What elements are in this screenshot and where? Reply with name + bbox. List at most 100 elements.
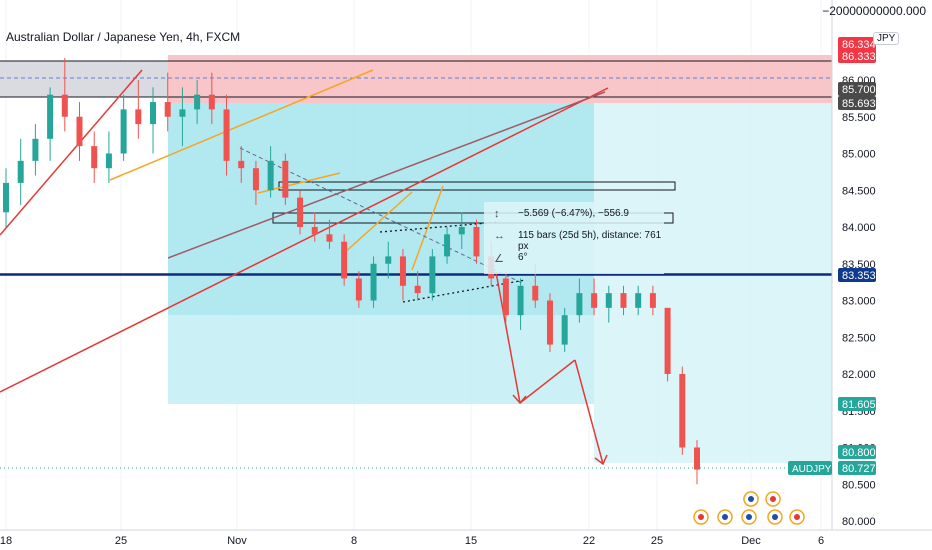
candle-body — [194, 94, 201, 110]
candle-body — [120, 109, 127, 154]
symbol-tag — [788, 461, 832, 475]
symbol-tag-label: AUDJPY — [792, 464, 832, 475]
candle-body — [458, 227, 465, 235]
candle-body — [399, 256, 406, 286]
trend-line-orange-3 — [342, 191, 413, 255]
candle-body — [591, 293, 598, 308]
price-tag — [838, 49, 876, 63]
candle-body — [664, 307, 671, 374]
channel-top — [379, 221, 501, 233]
candle-body — [76, 116, 83, 147]
price-tag-label: 86.334 — [842, 39, 876, 51]
y-tick-label: 83.500 — [842, 259, 876, 271]
price-tag-label: 86.333 — [842, 51, 876, 63]
x-tick-label: 25 — [115, 535, 127, 547]
flag-icon — [746, 514, 752, 520]
candle-body — [385, 256, 392, 264]
candle-body — [252, 168, 259, 191]
candle-body — [694, 447, 700, 470]
candle-body — [561, 315, 568, 345]
candle-body — [282, 160, 289, 198]
price-tag-label: 85.693 — [842, 98, 876, 110]
price-tag — [838, 268, 876, 282]
candle-body — [47, 94, 54, 139]
trend-line-brown — [167, 91, 606, 259]
x-tick-label: 18 — [0, 535, 12, 547]
projection-arrow-segment — [495, 271, 521, 404]
time-axis-bg — [0, 530, 932, 550]
channel-bottom — [402, 279, 526, 303]
candle-body — [355, 278, 362, 301]
measure-card: ↕ −5.569 (−6.47%), −556.9 ↔ 115 bars (25… — [484, 202, 664, 274]
candle-body — [517, 285, 524, 316]
candle-body — [370, 263, 377, 301]
candle-body — [473, 227, 480, 257]
y-tick-label: 85.500 — [842, 112, 876, 124]
candle-body — [605, 293, 612, 308]
price-tag — [838, 37, 876, 51]
measure-angle-text: 6° — [518, 252, 528, 263]
price-tag — [838, 461, 876, 475]
price-tag-label: 85.700 — [842, 84, 876, 96]
trend-line-orange-4 — [411, 185, 444, 271]
y-tick-label: 84.500 — [842, 185, 876, 197]
candle-body — [311, 227, 318, 235]
arrowhead — [594, 454, 608, 466]
candle-body — [326, 234, 333, 242]
flag-icon — [722, 514, 728, 520]
target-box-right — [594, 103, 832, 463]
price-tag-label: 80.800 — [842, 447, 876, 459]
candle-body — [91, 146, 98, 169]
flag-icon — [770, 496, 776, 502]
flag-icon — [698, 514, 704, 520]
price-tag — [838, 82, 876, 96]
candle-body — [429, 256, 436, 294]
flag-icon — [794, 514, 800, 520]
candle-body — [238, 160, 245, 169]
y-tick-label: 80.000 — [842, 516, 876, 528]
price-tag-label: 83.353 — [842, 270, 876, 282]
price-tag-label: 80.727 — [842, 463, 876, 475]
x-tick-label: Nov — [227, 535, 247, 547]
x-tick-label: 25 — [651, 535, 663, 547]
angle-icon: ∠ — [494, 253, 504, 265]
sell-zone — [168, 55, 832, 103]
candle-body — [546, 300, 553, 345]
candle-body — [576, 293, 583, 316]
currency-badge[interactable]: JPY — [873, 32, 900, 45]
trend-line-orange-1 — [109, 69, 374, 181]
candle-body — [649, 293, 656, 308]
x-tick-label: 22 — [583, 535, 595, 547]
candle-body — [61, 94, 68, 117]
candle-body — [3, 182, 9, 213]
candle-body — [679, 374, 686, 448]
candle-body — [414, 285, 421, 294]
flag-icon — [748, 496, 754, 502]
y-tick-label: 83.000 — [842, 296, 876, 308]
price-tag — [838, 96, 876, 110]
measure-bars-text: 115 bars (25d 5h), distance: 761 px — [518, 230, 662, 252]
projection-arrow-segment — [519, 359, 576, 404]
trend-line-red-2 — [0, 87, 609, 393]
x-tick-label: 8 — [351, 535, 357, 547]
price-range-icon: ↕ — [494, 208, 500, 220]
candle-body — [341, 241, 348, 279]
price-tag — [838, 397, 876, 411]
candle-body — [208, 94, 215, 110]
candle-body — [532, 285, 539, 301]
candle-body — [444, 234, 451, 257]
measure-price-text: −5.569 (−6.47%), −556.9 — [518, 208, 629, 219]
flag-icon — [772, 514, 778, 520]
chart-title: Australian Dollar / Japanese Yen, 4h, FX… — [6, 30, 241, 44]
scale-readout: −20000000000.000 — [822, 4, 926, 18]
target-box-lower — [168, 315, 594, 404]
candle-body — [17, 160, 24, 183]
price-tag — [838, 445, 876, 459]
candle-body — [164, 102, 171, 117]
x-tick-label: 15 — [465, 535, 477, 547]
candle-body — [620, 293, 627, 308]
y-tick-label: 80.500 — [842, 479, 876, 491]
candle-body — [105, 153, 112, 169]
